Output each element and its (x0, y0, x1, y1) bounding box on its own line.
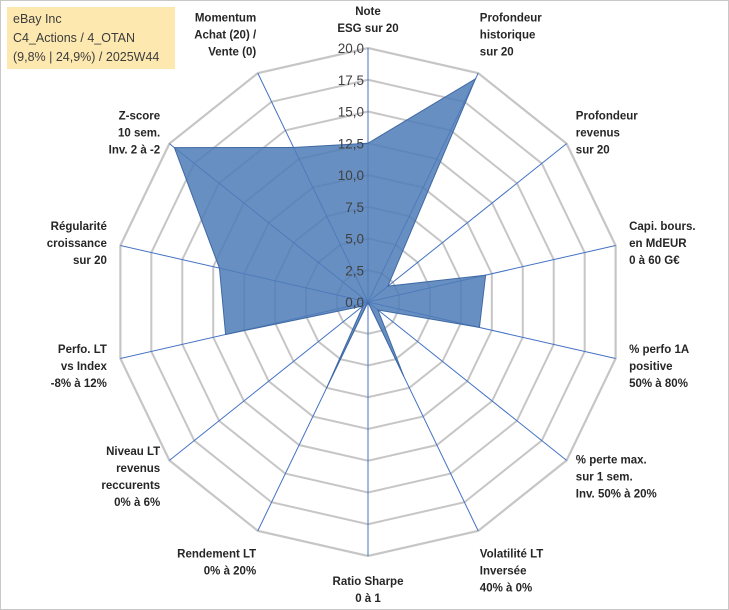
axis-label-9: Rendement LT 0% à 20% (177, 549, 256, 578)
axis-label-line: Capi. bours. (629, 221, 695, 233)
tick-label: 2,5 (345, 263, 364, 278)
axis-label-4: Capi. bours. en MdEUR 0 à 60 G€ (629, 221, 695, 267)
axis-label-10: Niveau LT revenus reccurents 0% à 6% (101, 446, 160, 509)
axis-label-13: Z-score 10 sem. Inv. 2 à -2 (109, 110, 161, 156)
axis-label-5: % perfo 1A positive 50% à 80% (629, 344, 689, 390)
tick-label: 15,0 (338, 105, 364, 120)
axis-label-12: Régularité croissance sur 20 (47, 221, 107, 267)
axis-label-line: % perte max. (576, 455, 647, 467)
axis-label-7: Volatilité LT Inversée 40% à 0% (480, 549, 543, 595)
axis-label-line: historique (480, 29, 536, 41)
axis-spoke-10 (169, 301, 369, 461)
axis-label-line: vs Index (61, 361, 108, 373)
axis-label-8: Ratio Sharpe 0 à 1 (333, 576, 404, 605)
axis-label-line: Régularité (51, 221, 107, 233)
axis-label-line: en MdEUR (629, 238, 687, 250)
axis-label-line: Vente (0) (208, 46, 256, 58)
axis-label-line: Profondeur (480, 12, 542, 24)
axis-label-line: 10 sem. (118, 127, 160, 139)
tick-label: 7,5 (345, 200, 364, 215)
axis-spoke-3 (367, 143, 567, 303)
axis-label-line: Inversée (480, 566, 527, 578)
axis-label-line: 0 à 60 G€ (629, 255, 680, 267)
axis-label-line: croissance (47, 238, 107, 250)
axis-label-line: sur 20 (480, 46, 514, 58)
axis-label-line: sur 20 (576, 144, 610, 156)
axis-label-line: sur 20 (73, 255, 107, 267)
axis-label-line: Profondeur (576, 110, 638, 122)
axis-label-line: Inv. 2 à -2 (109, 144, 161, 156)
axis-label-line: revenus (576, 127, 620, 139)
axis-label-line: Perfo. LT (58, 344, 107, 356)
axis-label-line: -8% à 12% (51, 378, 107, 390)
axis-spoke-6 (367, 301, 567, 461)
axis-label-line: % perfo 1A (629, 344, 689, 356)
axis-label-14: Momentum Achat (20) / Vente (0) (194, 12, 257, 58)
axis-label-line: Ratio Sharpe (333, 576, 404, 588)
axis-label-line: 40% à 0% (480, 583, 532, 595)
axis-label-line: positive (629, 361, 672, 373)
axis-label-line: Note (355, 6, 381, 18)
axis-label-3: Profondeur revenus sur 20 (576, 110, 638, 156)
axis-label-line: Achat (20) / (194, 29, 257, 41)
tick-label: 12,5 (338, 136, 364, 151)
axis-label-line: 0% à 6% (114, 497, 160, 509)
axis-label-6: % perte max. sur 1 sem. Inv. 50% à 20% (576, 455, 657, 501)
company-name: eBay Inc (13, 12, 62, 26)
axis-label-line: 0% à 20% (204, 566, 256, 578)
axis-label-line: 50% à 80% (629, 378, 688, 390)
tick-label: 10,0 (338, 168, 364, 183)
data-series-area (173, 77, 487, 389)
tick-label: 0,0 (345, 295, 364, 310)
tick-label: 5,0 (345, 232, 364, 247)
chart-title-box: eBay Inc C4_Actions / 4_OTAN (9,8% | 24,… (7, 7, 175, 69)
axis-label-line: Volatilité LT (480, 549, 543, 561)
axis-label-line: Rendement LT (177, 549, 256, 561)
axis-label-11: Perfo. LT vs Index -8% à 12% (51, 344, 108, 390)
axis-label-line: revenus (116, 463, 160, 475)
axis-label-line: 0 à 1 (355, 593, 381, 605)
axis-label-line: Niveau LT (106, 446, 160, 458)
axis-label-line: Inv. 50% à 20% (576, 489, 657, 501)
axis-label-line: sur 1 sem. (576, 472, 633, 484)
axis-label-2: Profondeur historique sur 20 (480, 12, 542, 58)
axis-label-1: Note ESG sur 20 (337, 6, 398, 35)
axis-label-line: reccurents (101, 480, 160, 492)
axis-label-line: ESG sur 20 (337, 23, 398, 35)
portfolio-name: C4_Actions / 4_OTAN (13, 31, 136, 45)
axis-label-line: Z-score (119, 110, 161, 122)
tick-label: 17,5 (338, 73, 364, 88)
performance-stats: (9,8% | 24,9%) / 2025W44 (13, 50, 160, 64)
axis-label-line: Momentum (195, 12, 256, 24)
tick-label: 20,0 (338, 41, 364, 56)
